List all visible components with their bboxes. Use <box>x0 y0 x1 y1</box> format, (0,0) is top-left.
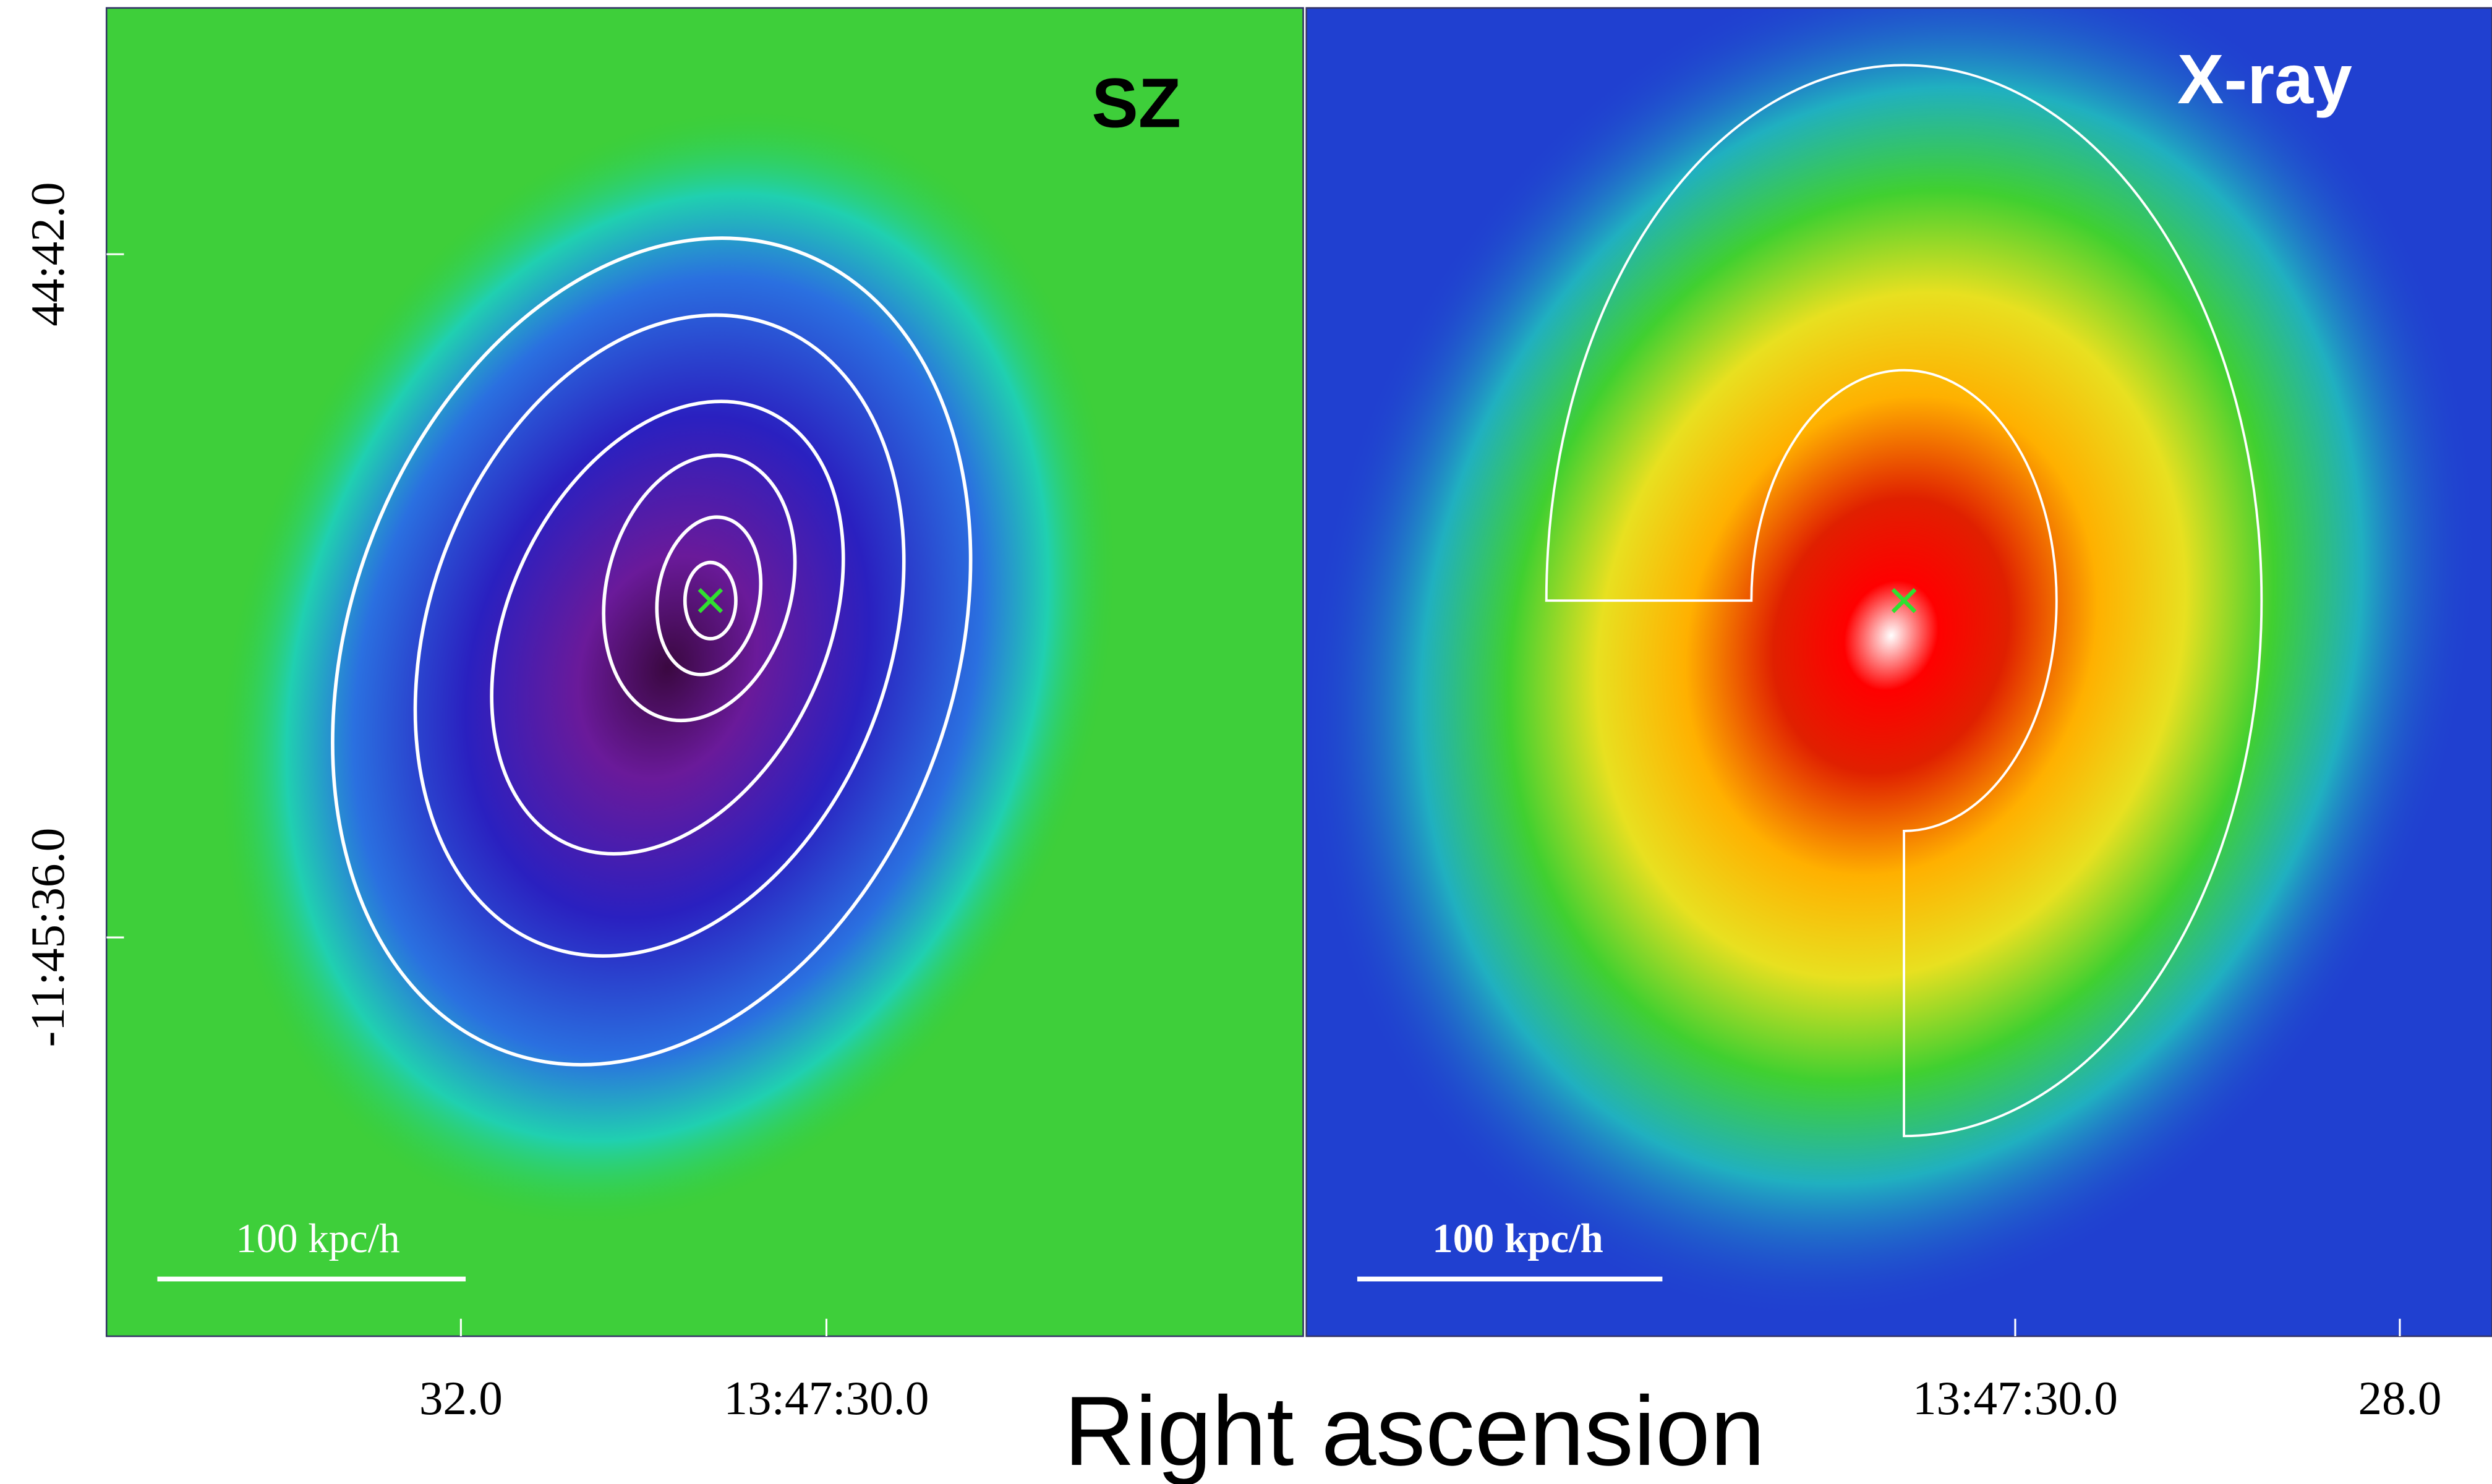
scale-bar-label: 100 kpc/h <box>1432 1216 1603 1261</box>
x-tick-label: 32.0 <box>419 1371 503 1425</box>
x-tick-label: 28.0 <box>2358 1371 2441 1425</box>
xray-panel: 100 kpc/h X-ray <box>1306 7 2492 1337</box>
y-tick-label: 44:42.0 <box>21 182 74 326</box>
x-tick-label: 13:47:30.0 <box>724 1371 929 1425</box>
panel-label: SZ <box>1091 64 1181 142</box>
x-tick-label: 13:47:30.0 <box>1913 1371 2118 1425</box>
scale-bar-label: 100 kpc/h <box>236 1216 399 1261</box>
x-axis-label: Right ascension <box>1064 1376 1765 1484</box>
sz-panel: 100 kpc/h SZ <box>106 7 1304 1337</box>
y-tick-label: -11:45:36.0 <box>21 828 74 1047</box>
panel-label: X-ray <box>2177 40 2352 118</box>
tick-marks <box>106 253 2401 1337</box>
